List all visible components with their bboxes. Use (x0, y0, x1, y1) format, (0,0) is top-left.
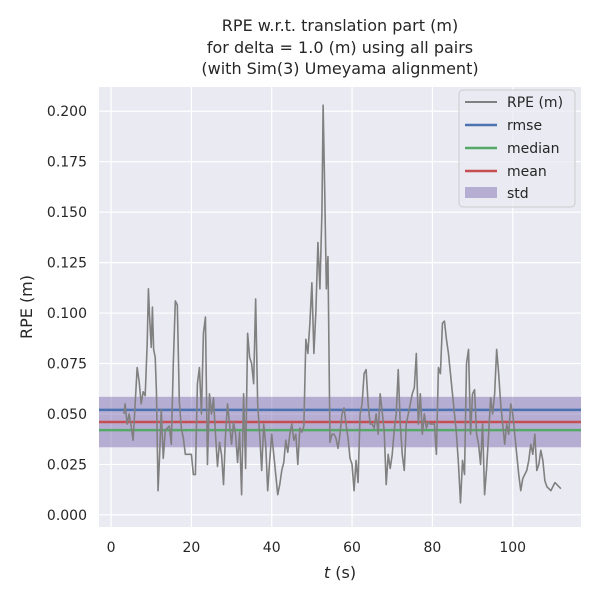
rpe-series-layer (123, 104, 562, 504)
chart-title: RPE w.r.t. translation part (m) for delt… (201, 16, 478, 78)
y-tick-label: 0.175 (47, 155, 87, 171)
y-tick-label: 0.025 (47, 457, 87, 473)
y-tick-label: 0.050 (47, 407, 87, 423)
x-axis-label-var: t (324, 563, 331, 582)
x-tick-label: 100 (499, 540, 526, 556)
legend-frame (458, 89, 576, 208)
y-tick-label: 0.000 (47, 508, 87, 524)
legend-label-std: std (507, 186, 529, 202)
legend: RPE (m) rmse median mean std (458, 89, 576, 208)
legend-label-median: median (507, 141, 559, 157)
x-tick-label: 60 (343, 540, 361, 556)
legend-label-rpe: RPE (m) (507, 95, 563, 111)
y-tick-label: 0.150 (47, 205, 87, 221)
y-tick-label: 0.075 (47, 357, 87, 373)
x-axis-label-unit: (s) (330, 563, 356, 582)
chart-title-line-2: for delta = 1.0 (m) using all pairs (207, 38, 473, 57)
legend-label-rmse: rmse (507, 118, 542, 134)
x-tick-label: 20 (182, 540, 200, 556)
y-tick-label: 0.100 (47, 306, 87, 322)
x-axis-label: t (s) (324, 563, 356, 582)
y-tick-labels: 0.000 0.025 0.050 0.075 0.100 0.125 0.150 0.175… (47, 104, 87, 524)
chart-title-line-1: RPE w.r.t. translation part (m) (222, 16, 458, 35)
legend-label-mean: mean (507, 164, 547, 180)
rpe-series-line (123, 104, 562, 504)
chart-title-line-3: (with Sim(3) Umeyama alignment) (201, 59, 478, 78)
legend-swatch-std (465, 187, 497, 198)
x-tick-label: 80 (423, 540, 441, 556)
y-axis-label: RPE (m) (17, 275, 36, 339)
x-tick-label: 40 (263, 540, 281, 556)
x-tick-labels: 0 20 40 60 80 100 (107, 540, 526, 556)
x-tick-label: 0 (107, 540, 116, 556)
y-tick-label: 0.125 (47, 256, 87, 272)
y-tick-label: 0.200 (47, 104, 87, 120)
